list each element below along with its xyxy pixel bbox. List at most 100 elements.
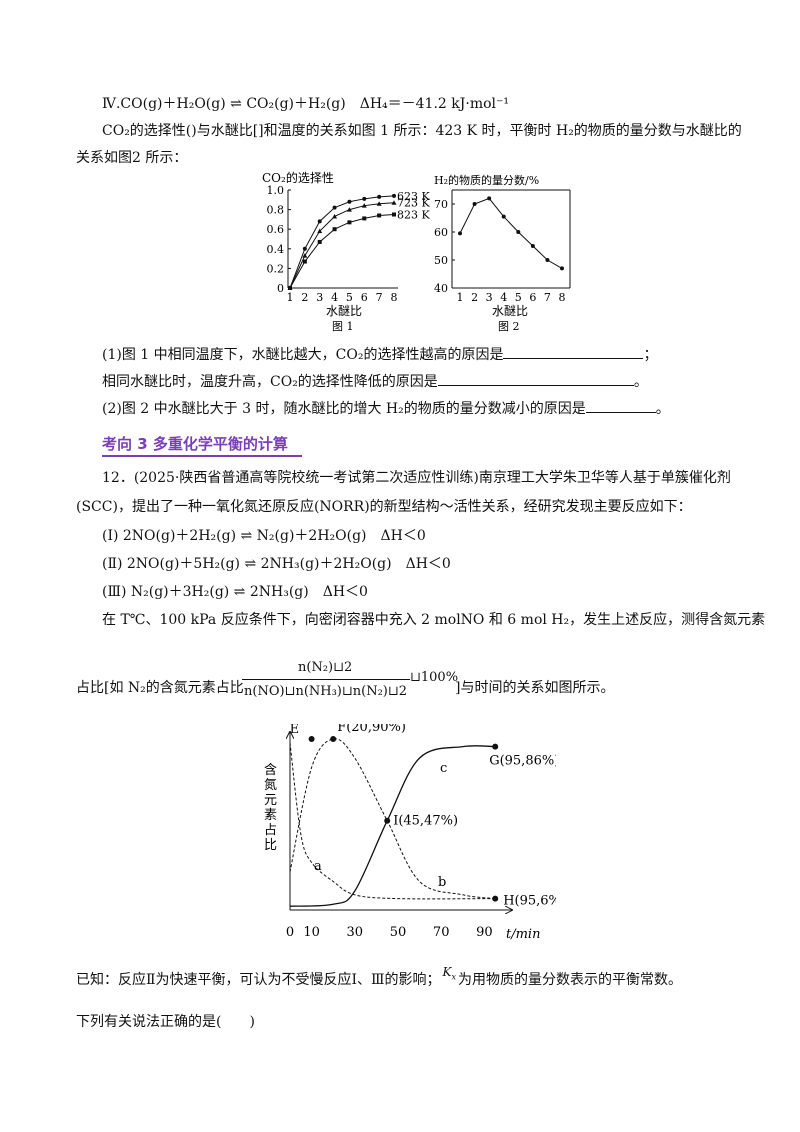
- fig3-xtick-label: 70: [433, 925, 450, 940]
- answer-blank-1a[interactable]: [503, 344, 644, 359]
- fig1-ytick-label: 0.6: [267, 223, 285, 236]
- fig1-point: [392, 212, 396, 217]
- fig2-point: [545, 258, 550, 262]
- fig1-point: [347, 220, 352, 225]
- fig1-series-line: [289, 214, 395, 289]
- question-1b-text: 相同水醚比时，温度升高，CO₂的选择性降低的原因是: [102, 374, 438, 390]
- fig1-point: [391, 200, 397, 205]
- fig3-curve-a: [289, 742, 496, 900]
- fig2-point: [516, 230, 521, 234]
- intro-line-1: CO₂的选择性()与水醚比[]和温度的关系如图 1 所示：423 K 时，平衡时…: [102, 123, 742, 139]
- figure-3-chart: 含氮元素占比 0 10 30 50 70 90 t/min E F(20,90%) G(95,…: [264, 724, 556, 942]
- fig3-ylabel: 含氮元素占比: [264, 762, 277, 853]
- question-1a-text: (1)图 1 中相同温度下，水醚比越大，CO₂的选择性越高的原因是: [102, 347, 504, 363]
- fig1-point: [347, 199, 352, 204]
- fig1-ytick-label: 0.2: [267, 262, 285, 275]
- fig3-point-label-I: I(45,47%): [393, 814, 458, 829]
- fig1-point: [361, 203, 367, 208]
- fig3-label-b: b: [438, 875, 446, 890]
- fig2-xtick-label: 3: [486, 291, 493, 304]
- fig1-point: [362, 216, 367, 221]
- fig1-caption: 图 1: [332, 320, 354, 333]
- fig2-xtick-label: 6: [529, 291, 536, 304]
- known-text-body: 已知：反应Ⅱ为快速平衡，可认为不受慢反应Ⅰ、Ⅲ的影响；: [76, 972, 441, 988]
- fig3-point-E: [308, 736, 315, 742]
- answer-blank-1b[interactable]: [437, 371, 634, 386]
- fig2-xtick-label: 7: [544, 291, 551, 304]
- fig1-point: [376, 201, 382, 206]
- fig1-ylabel: CO₂的选择性: [262, 170, 334, 185]
- question-2-end: 。: [655, 401, 670, 417]
- fig2-point: [530, 244, 535, 248]
- fig2-xlabel: 水醚比: [492, 304, 528, 318]
- fig2-xtick-label: 2: [471, 291, 478, 304]
- fig3-point-F: [330, 736, 337, 742]
- ask-text: 下列有关说法正确的是( ): [76, 1014, 255, 1030]
- fig2-ylabel: H₂的物质的量分数/%: [434, 173, 539, 187]
- fig3-xtick-label: 50: [390, 925, 407, 940]
- reaction-i: (Ⅰ) 2NO(g)＋2H₂(g) ⇌ N₂(g)＋2H₂O(g) ΔH＜0: [102, 528, 426, 544]
- fig3-xtick-label: 30: [347, 925, 364, 940]
- fig1-point: [317, 228, 323, 234]
- question-1b: 相同水醚比时，温度升高，CO₂的选择性降低的原因是 。: [102, 371, 648, 392]
- question-2-text: (2)图 2 中水醚比大于 3 时，随水醚比的增大 H₂的物质的量分数减小的原因…: [102, 401, 586, 417]
- fig1-point: [317, 239, 322, 244]
- fig3-point-label-G: G(95,86%): [489, 754, 556, 769]
- fig2-series-line: [459, 197, 563, 269]
- fig1-point: [377, 194, 382, 199]
- fig2-ytick-label: 60: [434, 226, 448, 239]
- fig1-point: [332, 213, 338, 219]
- fig1-ytick-label: 1.0: [267, 184, 285, 197]
- fig2-xtick-label: 1: [457, 291, 464, 304]
- fig2-caption: 图 2: [498, 320, 520, 333]
- fig1-ytick-label: 0.8: [267, 204, 285, 217]
- fig1-point: [377, 213, 382, 218]
- fig1-xtick-label: 4: [331, 291, 338, 304]
- fig2-xtick-label: 5: [515, 291, 522, 304]
- problem-12-line-1: 12．(2025·陕西省普通高等院校统一考试第二次适应性训练)南京理工大学朱卫华…: [102, 470, 731, 486]
- fig2-point: [458, 231, 462, 236]
- fraction-denominator: n(NO)⊔n(NH₃)⊔n(N₂)⊔2: [244, 684, 408, 699]
- fig1-ytick-label: 0.4: [267, 243, 285, 256]
- fig3-point-G: [492, 743, 499, 750]
- fig3-xunit: t/min: [506, 927, 540, 942]
- conditions-text: 在 T℃、100 kPa 反应条件下，向密闭容器中充入 2 molNO 和 6 …: [102, 612, 766, 628]
- fig3-point-label-F: F(20,90%): [337, 724, 406, 735]
- fig1-point: [288, 286, 292, 290]
- section-heading-underline: [102, 455, 302, 457]
- section-heading: 考向 3 多重化学平衡的计算: [102, 435, 288, 453]
- known-text-end: 为用物质的量分数表示的平衡常数。: [458, 972, 683, 988]
- reaction-iv: Ⅳ.CO(g)＋H₂O(g) ⇌ CO₂(g)＋H₂(g) ΔH₄＝－41.2 …: [102, 94, 509, 114]
- fig2-point: [501, 214, 506, 219]
- fig1-legend-label: 823 K: [397, 209, 430, 222]
- fig2-ytick-label: 40: [434, 282, 448, 295]
- fig1-series-line: [289, 202, 395, 289]
- reaction-ii: (Ⅱ) 2NO(g)＋5H₂(g) ⇌ 2NH₃(g)＋2H₂O(g) ΔH＜0: [102, 556, 451, 572]
- fig1-xtick-label: 2: [301, 291, 308, 304]
- fig2-point: [487, 196, 492, 201]
- fig2-xtick-label: 8: [559, 291, 566, 304]
- fig2-ytick-label: 50: [434, 254, 448, 267]
- fig3-xtick-label: 0: [286, 925, 294, 940]
- fig1-point: [302, 259, 307, 264]
- fig1-xtick-label: 3: [316, 291, 323, 304]
- fig1-point: [332, 205, 337, 210]
- fig3-point-label-E: E: [290, 724, 300, 737]
- fig1-xtick-label: 6: [361, 291, 368, 304]
- fig3-curve-b: [289, 738, 496, 900]
- fig1-xtick-label: 8: [391, 291, 398, 304]
- answer-blank-2[interactable]: [585, 398, 656, 413]
- fig1-legend-label: 723 K: [397, 197, 430, 210]
- fig1-series-line: [289, 195, 395, 289]
- fraction-prefix: 占比[如 N₂的含氮元素占比: [76, 680, 244, 696]
- fraction-percent: ⊔100%: [410, 670, 459, 685]
- fig3-label-a: a: [314, 859, 322, 874]
- fig3-point-I: [384, 817, 391, 824]
- fig2-ytick-label: 70: [434, 198, 448, 211]
- fig1-xtick-label: 7: [376, 291, 383, 304]
- intro-line-2: 关系如图2 所示：: [76, 150, 188, 166]
- fraction-suffix: ]与时间的关系如图所示。: [455, 680, 615, 696]
- fig1-point: [362, 196, 367, 201]
